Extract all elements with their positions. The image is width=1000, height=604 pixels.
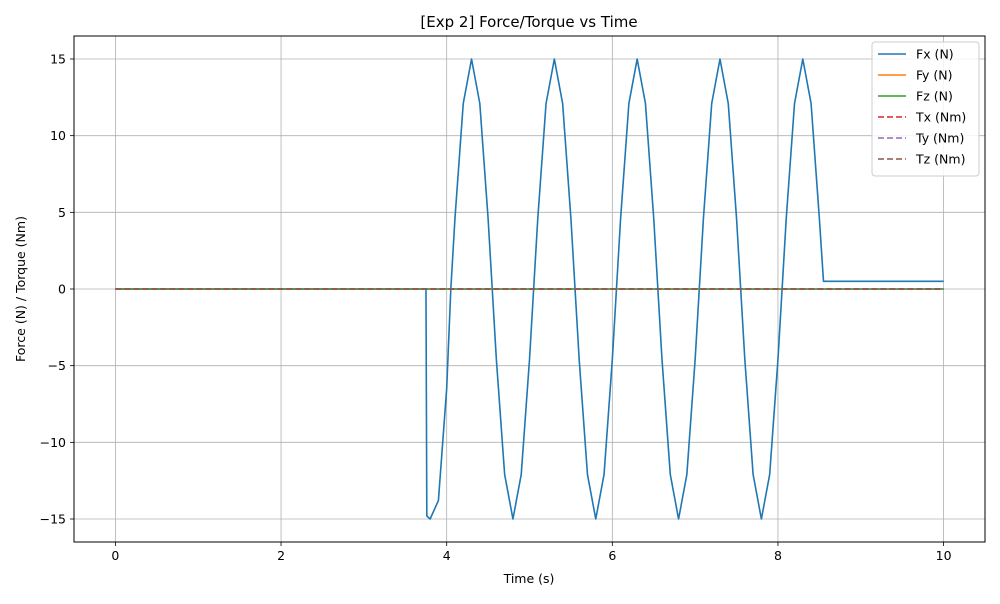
x-tick-label: 2 xyxy=(277,548,285,563)
y-tick-label: 15 xyxy=(50,52,66,67)
series-layer xyxy=(115,58,944,520)
legend-label-2: Fz (N) xyxy=(916,89,953,104)
y-tick-label: 5 xyxy=(58,205,66,220)
y-tick-label: −5 xyxy=(48,358,66,373)
x-tick-label: 0 xyxy=(111,548,119,563)
x-axis-title: Time (s) xyxy=(503,571,555,586)
legend-label-4: Ty (Nm) xyxy=(915,131,964,146)
x-tick-label: 8 xyxy=(774,548,782,563)
y-tick-label: −15 xyxy=(40,512,66,527)
legend: Fx (N) Fy (N) Fz (N) Tx (Nm) Ty (Nm) Tz (Nm) xyxy=(871,41,980,177)
x-tick-label: 10 xyxy=(936,548,952,563)
y-tick-label: −10 xyxy=(40,435,66,450)
y-tick-label: 10 xyxy=(50,128,66,143)
x-tick-label: 4 xyxy=(443,548,451,563)
tick-layer: 0 2 4 6 8 10 −15 −10 −5 0 5 10 15 xyxy=(40,52,952,564)
legend-label-0: Fx (N) xyxy=(916,47,954,62)
y-axis-title: Force (N) / Torque (Nm) xyxy=(13,216,28,362)
legend-label-3: Tx (Nm) xyxy=(915,110,966,125)
y-tick-label: 0 xyxy=(58,282,66,297)
legend-label-5: Tz (Nm) xyxy=(915,152,965,167)
legend-label-1: Fy (N) xyxy=(916,68,953,83)
x-tick-label: 6 xyxy=(608,548,616,563)
chart-title: [Exp 2] Force/Torque vs Time xyxy=(420,13,637,31)
